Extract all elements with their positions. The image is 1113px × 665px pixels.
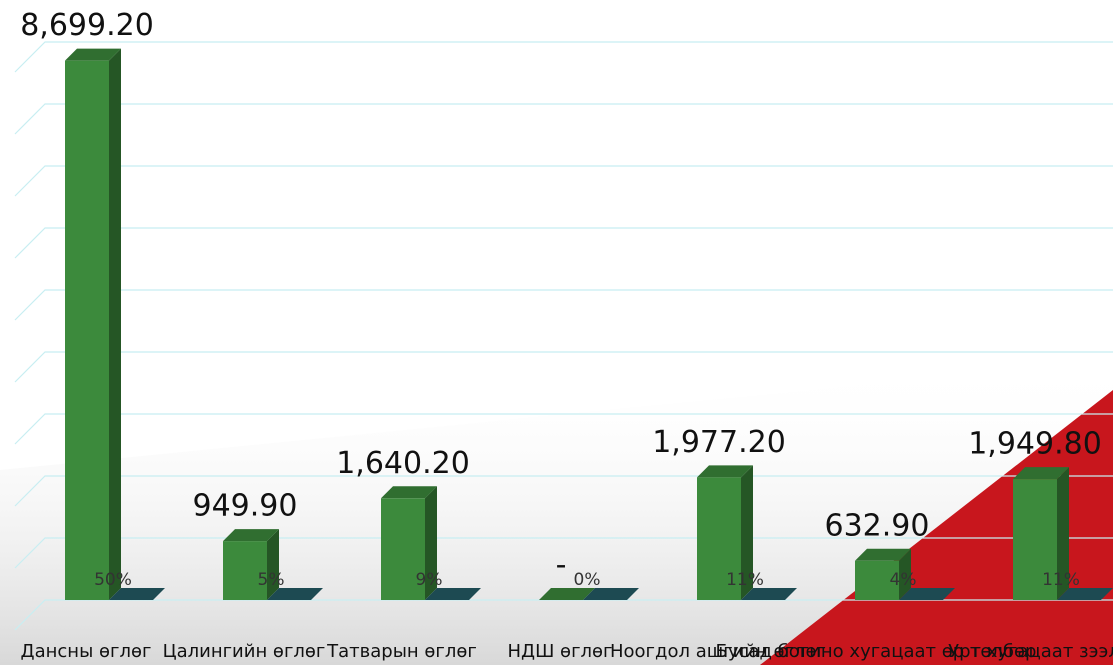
value-label: 632.90: [825, 508, 930, 543]
bar: [65, 48, 121, 601]
grid-line: [14, 413, 1113, 445]
x-tick-label: НДШ өглөг: [507, 641, 612, 662]
bar-front: [855, 560, 899, 600]
x-tick-label: Ноогдол ашгийн өглөг: [610, 641, 826, 662]
bar-side: [267, 529, 279, 600]
share-label: 9%: [416, 570, 443, 590]
bar-front: [697, 477, 741, 600]
x-tick-label: Татварын өглөг: [326, 641, 477, 662]
share-bar: [899, 587, 955, 600]
grid-line: [14, 41, 1113, 73]
share-label: 50%: [94, 570, 132, 590]
bar-top: [223, 529, 279, 542]
share-bar: [1057, 587, 1113, 600]
bar: [855, 548, 911, 600]
share-label: 11%: [1042, 570, 1080, 590]
share-bar: [741, 587, 797, 600]
grid-line: [14, 165, 1113, 197]
share-bar: [425, 587, 481, 600]
bar-top: [1013, 467, 1069, 480]
share-bar: [267, 587, 323, 600]
bar-side: [109, 48, 121, 601]
x-tick-label: Бусад богино хугацаат өр төлбөр: [716, 641, 1037, 662]
bar-top: [855, 548, 911, 561]
bar-side: [741, 465, 753, 600]
bar: [539, 588, 595, 600]
value-label: 8,699.20: [20, 8, 154, 43]
share-label: 0%: [574, 570, 601, 590]
marks: Дансны өглөг 8,699.20 50% Цалингийн өглөг 94…: [20, 8, 1113, 662]
share-bar: [109, 587, 165, 600]
share-label: 4%: [890, 570, 917, 590]
bar-top: [697, 465, 753, 478]
x-tick-label: Дансны өглөг: [21, 641, 152, 662]
value-label: 1,949.80: [968, 427, 1102, 462]
bar: [1013, 467, 1069, 600]
bar: [381, 486, 437, 600]
grid-line: [14, 103, 1113, 135]
x-tick-label: Урт хугацаат зээл: [948, 641, 1113, 662]
bar-front: [381, 498, 425, 600]
bar: [697, 465, 753, 600]
bar-side: [899, 548, 911, 600]
bar-front: [1013, 479, 1057, 600]
value-label: -: [556, 548, 567, 583]
grid: [14, 41, 1113, 631]
grid-line: [14, 475, 1113, 507]
bar-top: [381, 486, 437, 499]
value-label: 949.90: [193, 489, 298, 524]
grid-line: [14, 227, 1113, 259]
bar-top: [65, 48, 121, 61]
share-label: 5%: [258, 570, 285, 590]
value-label: 1,640.20: [336, 446, 470, 481]
grid-line: [14, 537, 1113, 569]
bar-front: [223, 541, 267, 600]
share-label: 11%: [726, 570, 764, 590]
bar-front: [65, 60, 109, 601]
x-tick-label: Цалингийн өглөг: [163, 641, 326, 662]
bar: [223, 529, 279, 600]
value-label: 1,977.20: [652, 425, 786, 460]
bar-side: [425, 486, 437, 600]
grid-line: [14, 351, 1113, 383]
share-bar: [583, 588, 639, 600]
bar-side: [1057, 467, 1069, 600]
grid-line: [14, 289, 1113, 321]
bar-top: [539, 588, 595, 600]
